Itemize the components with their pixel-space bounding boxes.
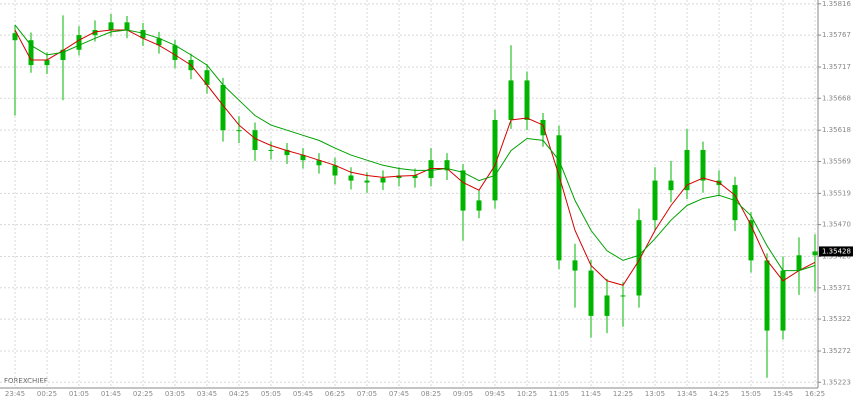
candle-body [204,70,210,85]
x-tick-label: 09:05 [453,390,473,398]
y-tick-label: 1.35569 [822,157,851,165]
x-tick-label: 05:05 [261,390,281,398]
candle-body [588,270,594,316]
moving-average [14,29,816,286]
y-tick-label: 1.35618 [822,126,851,134]
x-tick-label: 15:05 [741,390,761,398]
watermark: FOREXCHIEF [4,377,48,385]
candle-body [252,130,258,150]
candle-body [380,178,386,183]
candle-body [332,165,338,176]
x-tick-label: 07:45 [389,390,409,398]
candle-body [460,170,466,211]
x-tick-label: 05:45 [293,390,313,398]
candle-body [700,149,706,181]
candle-body [732,185,738,221]
moving-average [14,24,816,272]
candle-body [748,220,754,261]
x-tick-label: 01:05 [69,390,89,398]
x-tick-label: 04:25 [229,390,249,398]
y-tick-label: 1.35371 [822,284,851,292]
candle-body [44,59,50,66]
x-tick-label: 16:25 [805,390,825,398]
candle-body [172,45,178,60]
x-tick-label: 14:25 [709,390,729,398]
candle-body [428,160,434,179]
candle-body [684,149,690,191]
price-box [819,246,853,257]
candle-body [92,29,98,36]
y-tick-label: 1.35816 [822,0,851,8]
candle-body [668,180,674,191]
candle-body [156,38,162,46]
x-tick-label: 07:05 [357,390,377,398]
candle-body [572,260,578,271]
x-tick-label: 03:05 [165,390,185,398]
x-tick-label: 13:05 [645,390,665,398]
candle-body [396,175,402,179]
candle-body [412,175,418,179]
y-tick-label: 1.35420 [822,253,851,261]
x-tick-label: 09:45 [485,390,505,398]
x-tick-label: 15:45 [773,390,793,398]
candle-body [620,295,626,297]
x-tick-label: 23:45 [5,390,25,398]
y-tick-label: 1.35272 [822,347,851,355]
candle-body [268,149,274,151]
y-tick-label: 1.35322 [822,315,851,323]
candle-body [124,22,130,30]
x-tick-label: 06:25 [325,390,345,398]
y-tick-label: 1.35717 [822,63,851,71]
candle-body [236,130,242,132]
candle-body [316,160,322,166]
candle-body [492,119,498,201]
candle-body [76,35,82,50]
x-tick-label: 11:45 [581,390,601,398]
x-tick-label: 01:45 [101,390,121,398]
candle-body [12,33,18,41]
candle-body [364,180,370,183]
y-tick-label: 1.35767 [822,31,851,39]
candle-body [604,295,610,316]
candle-body [812,251,818,256]
candle-body [764,260,770,331]
y-tick-label: 1.35668 [822,94,851,102]
candle-body [348,175,354,181]
x-tick-label: 12:25 [613,390,633,398]
candle-body [508,80,514,120]
x-tick-label: 03:45 [197,390,217,398]
candle-body [28,40,34,66]
price-label: 1.35428 [822,247,851,255]
candle-body [540,119,546,136]
candle-body [796,255,802,271]
candle-body [60,49,66,60]
candle-body [524,80,530,120]
candle-body [108,22,114,30]
candle-body [220,84,226,131]
x-tick-label: 08:25 [421,390,441,398]
y-tick-label: 1.35470 [822,221,851,229]
candle-body [780,270,786,331]
y-tick-label: 1.35519 [822,189,851,197]
x-tick-label: 13:45 [677,390,697,398]
candle-body [284,149,290,156]
x-tick-label: 00:25 [37,390,57,398]
candle-body [636,220,642,296]
candle-body [140,29,146,39]
x-tick-label: 11:05 [549,390,569,398]
candle-body [444,160,450,171]
candle-body [300,155,306,161]
candle-body [476,200,482,211]
candle-body [556,135,562,261]
x-tick-label: 10:25 [517,390,537,398]
candle-body [652,180,658,221]
x-tick-label: 02:25 [133,390,153,398]
y-tick-label: 1.35223 [822,378,851,386]
